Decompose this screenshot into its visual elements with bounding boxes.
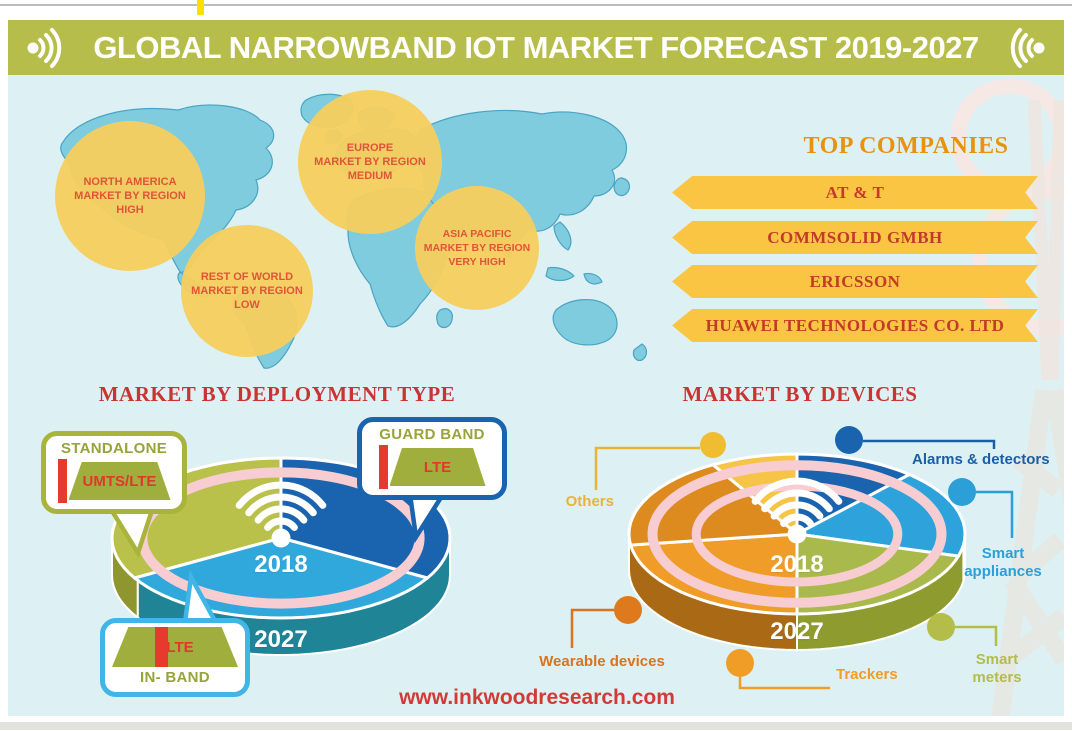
company-ribbon: AT & T <box>672 176 1038 209</box>
website-url[interactable]: www.inkwoodresearch.com <box>399 686 675 709</box>
tower-silhouette-top <box>1027 99 1064 381</box>
top-companies-title: TOP COMPANIES <box>803 133 1009 159</box>
chart-overlay <box>99 426 1014 690</box>
broadcast-icon-mirrored <box>1010 27 1045 68</box>
yellow-cursor-mark <box>197 0 204 15</box>
region-asia-pacific: ASIA PACIFIC MARKET BY REGION VERY HIGH <box>415 186 539 310</box>
legend-label-smart-appliances: Smart appliances <box>964 545 1042 580</box>
red-bar <box>57 459 67 503</box>
devices-year-2027: 2027 <box>770 618 824 645</box>
region-north-america: NORTH AMERICA MARKET BY REGION HIGH <box>55 121 205 271</box>
legend-dot-alarms <box>835 426 863 454</box>
tower-silhouette-bottom <box>991 388 1064 716</box>
guard-band-bubble: GUARD BAND LTE <box>357 417 507 500</box>
legend-dot-others <box>700 432 726 458</box>
legend-label-wearable: Wearable devices <box>539 653 665 670</box>
region-europe: EUROPE MARKET BY REGION MEDIUM <box>298 90 442 234</box>
devices-chart-title: MARKET BY DEVICES <box>682 382 918 406</box>
legend-dot-trackers <box>726 649 754 677</box>
page-title: GLOBAL NARROWBAND IOT MARKET FORECAST 20… <box>93 29 979 65</box>
deployment-chart-title: MARKET BY DEPLOYMENT TYPE <box>98 382 456 406</box>
legend-connector-alarms <box>863 439 996 449</box>
top-divider <box>0 4 1072 6</box>
continent-australia <box>552 299 618 346</box>
company-ribbon: HUAWEI TECHNOLOGIES CO. LTD <box>672 309 1038 342</box>
devices-year-2018: 2018 <box>770 551 824 578</box>
legend-dot-smart-appliances <box>948 478 976 506</box>
legend-label-others: Others <box>565 493 614 510</box>
company-ribbon: ERICSSON <box>672 265 1038 298</box>
red-bar <box>378 445 388 489</box>
legend-connector-wearable <box>570 608 614 648</box>
header-banner: GLOBAL NARROWBAND IOT MARKET FORECAST 20… <box>8 20 1064 75</box>
standalone-bubble: STANDALONE UMTS/LTE <box>41 431 187 514</box>
standalone-tag: UMTS/LTE <box>68 462 171 500</box>
red-stripe <box>154 627 168 667</box>
legend-label-alarms: Alarms & detectors <box>912 451 1050 468</box>
legend-dot-smart-meters <box>927 613 955 641</box>
company-ribbon: COMMSOLID GMBH <box>672 221 1038 254</box>
bottom-strip <box>0 716 1072 731</box>
region-rest-of-world: REST OF WORLD MARKET BY REGION LOW <box>181 225 313 357</box>
legend-connector-smart-appliances <box>976 490 1014 538</box>
deployment-year-2027: 2027 <box>254 626 308 653</box>
legend-label-trackers: Trackers <box>836 666 898 683</box>
legend-connector-others <box>594 446 700 490</box>
in-band-bubble: LTE IN- BAND <box>100 618 250 697</box>
guard-band-tag: LTE <box>389 448 486 486</box>
legend-connector-trackers <box>738 677 830 690</box>
legend-label-smart-meters: Smart meters <box>972 651 1022 686</box>
devices-pie <box>627 452 967 652</box>
deployment-year-2018: 2018 <box>254 551 308 578</box>
in-band-tag: LTE <box>112 627 238 667</box>
legend-dot-wearable <box>614 596 642 624</box>
legend-connector-smart-meters <box>955 625 998 646</box>
infographic-canvas: GLOBAL NARROWBAND IOT MARKET FORECAST 20… <box>8 20 1064 716</box>
broadcast-icon <box>27 27 62 68</box>
